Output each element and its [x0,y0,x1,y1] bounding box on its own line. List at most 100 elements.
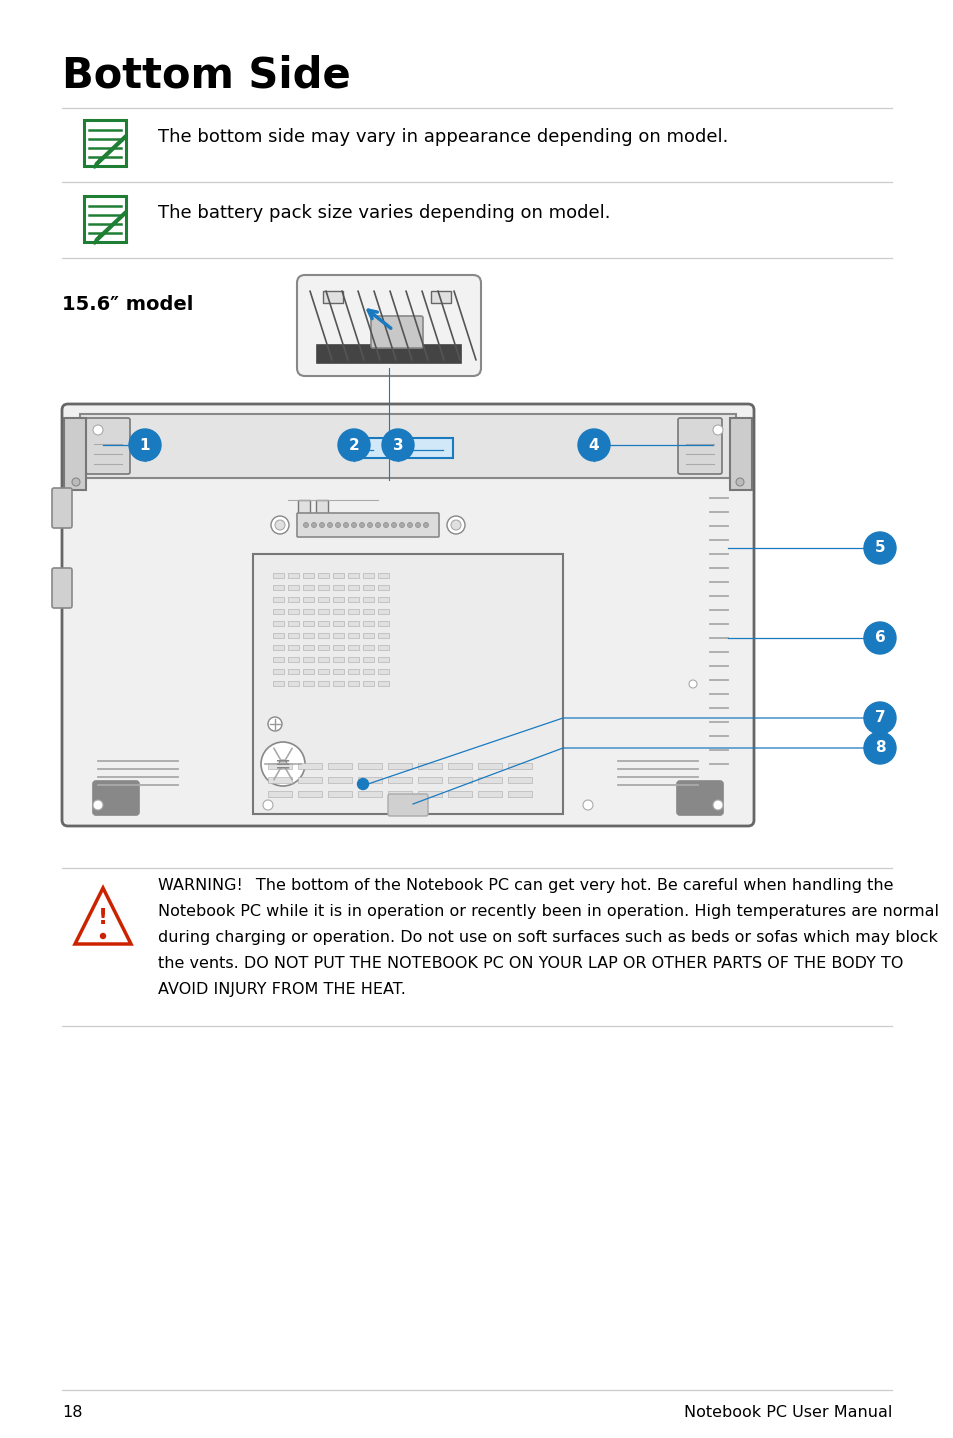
Circle shape [263,800,273,810]
Circle shape [399,522,404,528]
FancyBboxPatch shape [348,682,358,686]
FancyBboxPatch shape [328,791,352,797]
FancyBboxPatch shape [388,794,428,815]
FancyBboxPatch shape [317,621,329,626]
Circle shape [129,429,161,462]
Circle shape [688,680,697,687]
Circle shape [274,521,285,531]
Circle shape [271,516,289,533]
FancyBboxPatch shape [52,487,71,528]
FancyBboxPatch shape [363,682,374,686]
FancyBboxPatch shape [363,572,374,578]
FancyBboxPatch shape [303,585,314,590]
Text: Notebook PC User Manual: Notebook PC User Manual [683,1405,891,1419]
FancyBboxPatch shape [303,633,314,638]
FancyBboxPatch shape [417,777,441,784]
FancyBboxPatch shape [317,657,329,661]
FancyBboxPatch shape [288,597,298,603]
Circle shape [351,522,356,528]
FancyBboxPatch shape [52,568,71,608]
FancyBboxPatch shape [448,791,472,797]
FancyBboxPatch shape [377,682,389,686]
Circle shape [423,522,428,528]
Text: 1: 1 [139,437,150,453]
FancyBboxPatch shape [288,610,298,614]
FancyBboxPatch shape [92,781,139,815]
Text: Notebook PC while it is in operation or recently been in operation. High tempera: Notebook PC while it is in operation or … [158,905,938,919]
FancyBboxPatch shape [273,669,284,674]
Text: WARNING!  The bottom of the Notebook PC can get very hot. Be careful when handli: WARNING! The bottom of the Notebook PC c… [158,879,893,893]
Text: 18: 18 [62,1405,82,1419]
Circle shape [381,429,414,462]
FancyBboxPatch shape [363,439,453,457]
FancyBboxPatch shape [348,633,358,638]
FancyBboxPatch shape [297,777,322,784]
FancyBboxPatch shape [288,585,298,590]
FancyBboxPatch shape [333,682,344,686]
FancyBboxPatch shape [288,621,298,626]
FancyBboxPatch shape [357,777,381,784]
FancyBboxPatch shape [273,646,284,650]
Circle shape [447,516,464,533]
FancyBboxPatch shape [317,597,329,603]
FancyBboxPatch shape [84,196,126,242]
FancyBboxPatch shape [677,781,722,815]
FancyBboxPatch shape [377,585,389,590]
Circle shape [367,522,372,528]
Circle shape [407,522,412,528]
FancyBboxPatch shape [268,777,292,784]
Circle shape [359,522,364,528]
FancyBboxPatch shape [303,657,314,661]
FancyBboxPatch shape [507,764,532,769]
FancyBboxPatch shape [388,777,412,784]
FancyBboxPatch shape [297,500,310,513]
FancyBboxPatch shape [377,633,389,638]
FancyBboxPatch shape [273,610,284,614]
Text: 3: 3 [393,437,403,453]
Text: 2: 2 [348,437,359,453]
FancyBboxPatch shape [448,777,472,784]
FancyBboxPatch shape [288,657,298,661]
FancyBboxPatch shape [333,657,344,661]
FancyBboxPatch shape [348,572,358,578]
Circle shape [278,761,287,768]
Circle shape [383,522,388,528]
Text: 7: 7 [874,710,884,726]
FancyBboxPatch shape [316,345,460,362]
Circle shape [416,522,420,528]
FancyBboxPatch shape [303,682,314,686]
Circle shape [71,477,80,486]
Text: during charging or operation. Do not use on soft surfaces such as beds or sofas : during charging or operation. Do not use… [158,930,937,945]
FancyBboxPatch shape [363,621,374,626]
FancyBboxPatch shape [288,669,298,674]
FancyBboxPatch shape [363,657,374,661]
Circle shape [261,742,305,787]
FancyBboxPatch shape [303,572,314,578]
FancyBboxPatch shape [62,404,753,825]
FancyBboxPatch shape [388,764,412,769]
FancyBboxPatch shape [363,597,374,603]
FancyBboxPatch shape [297,764,322,769]
FancyBboxPatch shape [303,621,314,626]
Text: the vents. DO NOT PUT THE NOTEBOOK PC ON YOUR LAP OR OTHER PARTS OF THE BODY TO: the vents. DO NOT PUT THE NOTEBOOK PC ON… [158,956,902,971]
FancyBboxPatch shape [477,764,501,769]
FancyBboxPatch shape [357,764,381,769]
Polygon shape [75,889,131,943]
FancyBboxPatch shape [363,610,374,614]
FancyBboxPatch shape [477,777,501,784]
FancyBboxPatch shape [303,669,314,674]
FancyBboxPatch shape [507,777,532,784]
FancyBboxPatch shape [363,646,374,650]
FancyBboxPatch shape [296,513,438,536]
FancyBboxPatch shape [333,669,344,674]
FancyBboxPatch shape [80,414,735,477]
FancyBboxPatch shape [348,597,358,603]
FancyBboxPatch shape [333,572,344,578]
Circle shape [312,522,316,528]
FancyBboxPatch shape [333,646,344,650]
FancyBboxPatch shape [348,621,358,626]
FancyBboxPatch shape [273,597,284,603]
FancyBboxPatch shape [288,682,298,686]
FancyBboxPatch shape [253,554,562,814]
Circle shape [863,732,895,764]
